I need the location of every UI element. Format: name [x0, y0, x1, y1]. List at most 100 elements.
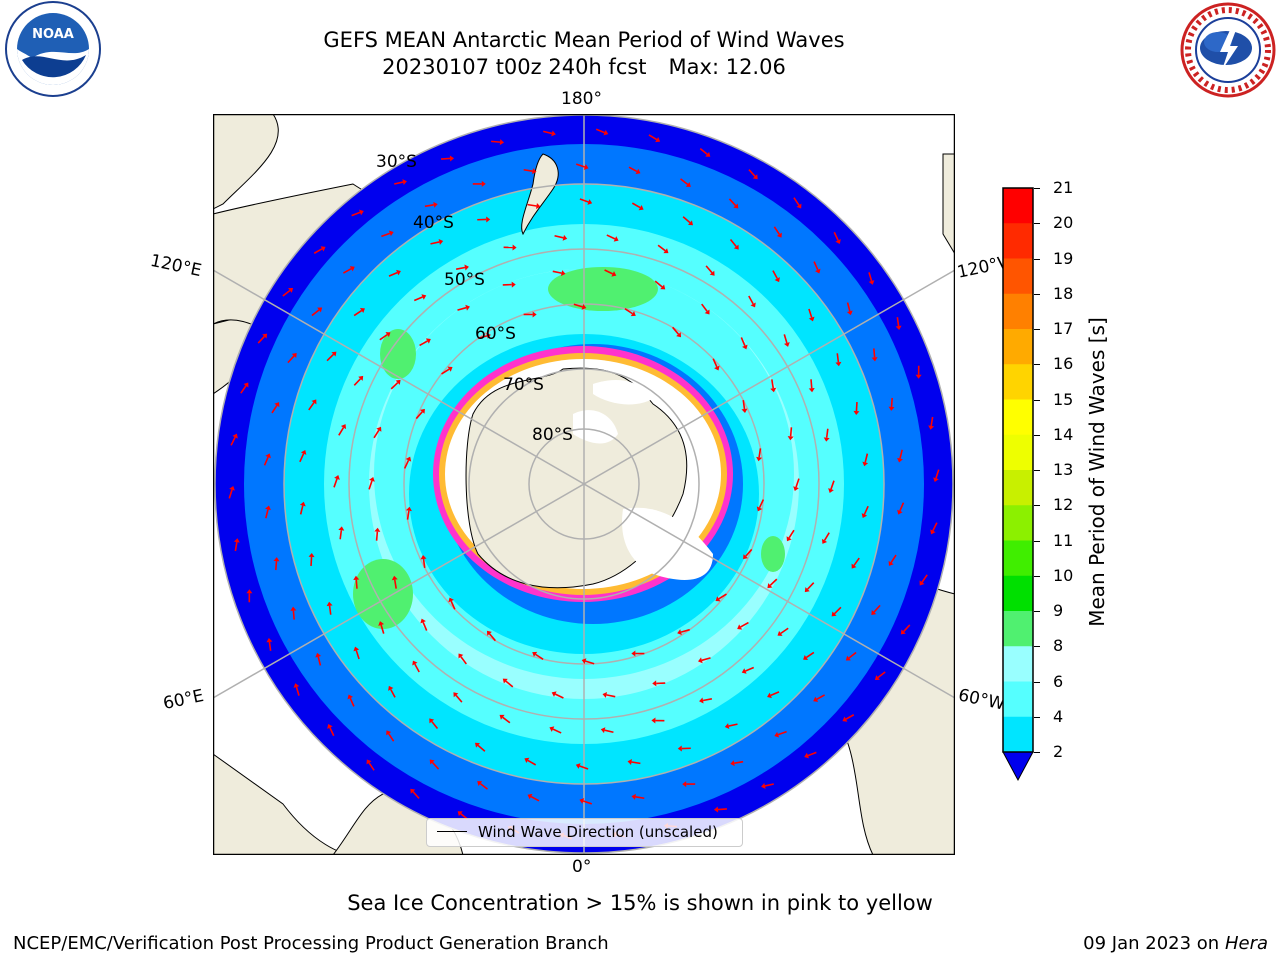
wind-arrow-head [477, 781, 483, 786]
wind-arrow-head [581, 304, 587, 310]
wind-arrow-head [274, 402, 280, 408]
wind-arrow [729, 239, 737, 248]
colorbar-tick-label: 15 [1053, 389, 1074, 409]
lon-label-60w: 60°W [956, 685, 1007, 715]
wind-arrow-head [581, 658, 587, 664]
wind-arrow [414, 663, 420, 673]
wind-arrow-head [457, 811, 463, 817]
wind-arrow [648, 134, 658, 141]
wind-arrow-head [524, 757, 530, 763]
colorbar-band [1003, 716, 1033, 753]
wind-arrow [240, 385, 247, 394]
wind-arrow [728, 723, 738, 727]
wind-arrow [680, 628, 690, 633]
wind-arrow [745, 548, 753, 557]
wind-arrow-head [682, 781, 687, 788]
colorbar-tick-label: 11 [1053, 530, 1074, 550]
wind-arrow-head [366, 759, 372, 765]
wind-arrow [728, 198, 737, 207]
wind-arrow [628, 166, 638, 173]
wind-arrow-head [299, 501, 306, 507]
wind-arrow-head [449, 155, 455, 162]
wind-arrow-head [660, 284, 666, 290]
wind-arrow-head [266, 637, 273, 643]
lat-label-30s: 30°S [376, 152, 417, 172]
colorbar-band [1003, 540, 1033, 577]
chart-subtitle: 20230107 t00z 240h fcst Max: 12.06 [0, 55, 1168, 79]
wind-arrow-head [688, 220, 694, 226]
wind-arrow-head [835, 361, 842, 367]
wind-arrow-head [713, 806, 719, 813]
lat-label-40s: 40°S [413, 213, 454, 233]
wind-arrow-head [831, 611, 837, 617]
wind-arrow-head [704, 309, 710, 315]
wind-arrow [740, 337, 746, 347]
wind-arrow [770, 691, 780, 697]
wind-arrow-head [677, 629, 682, 636]
wind-arrow-head [353, 575, 360, 580]
wind-arrow-head [447, 366, 453, 372]
wind-arrow-head [583, 164, 589, 170]
wind-arrow [575, 163, 586, 168]
wind-arrow [604, 269, 614, 275]
wind-arrow-head [243, 382, 249, 388]
wind-arrow-head [741, 408, 748, 413]
wind-arrow [450, 600, 456, 610]
wind-arrow-head [315, 652, 322, 658]
wind-arrow [422, 621, 428, 631]
wind-arrow-head [705, 151, 711, 157]
wind-arrow-head [631, 650, 636, 657]
wind-arrow-head [429, 718, 435, 724]
footer-date-text: 09 Jan 2023 on [1083, 933, 1220, 954]
wind-arrow [527, 203, 537, 207]
wind-arrow [783, 334, 788, 344]
wind-arrow [899, 502, 905, 512]
wind-arrow [422, 558, 426, 568]
wind-arrow-head [326, 601, 333, 607]
wind-arrow-head [861, 513, 868, 519]
wind-arrow-head [804, 587, 810, 593]
colorbar-band [1003, 399, 1033, 436]
wind-arrow-head [741, 668, 747, 674]
wind-arrow [478, 335, 488, 340]
wind-arrow [338, 427, 345, 436]
wind-arrow [554, 234, 564, 239]
wind-arrows [228, 128, 940, 840]
wind-arrow [351, 211, 361, 217]
wind-arrow [355, 650, 360, 660]
wind-arrow [635, 796, 645, 800]
wind-arrow-head [828, 488, 834, 493]
wind-arrow [702, 698, 713, 702]
wind-arrow [624, 308, 633, 315]
wind-arrow [745, 666, 755, 672]
land-australia-sw [213, 114, 279, 210]
wind-arrow [853, 557, 860, 566]
wind-arrow-head [349, 266, 355, 272]
wind-arrow-head [499, 714, 505, 720]
wind-arrow [368, 762, 375, 771]
wind-arrow-head [846, 310, 853, 316]
wind-arrow [353, 378, 362, 386]
colorbar-tick-label: 16 [1053, 354, 1074, 374]
wind-arrow-head [823, 437, 830, 442]
wind-arrow-head [458, 653, 464, 659]
wind-arrow-head [464, 264, 469, 271]
wind-arrow-head [742, 344, 748, 350]
wind-arrow [552, 270, 562, 274]
wind-arrow-head [733, 244, 739, 250]
wind-arrow-head [421, 294, 427, 300]
lon-label-120e: 120°E [148, 250, 204, 282]
wind-arrow [807, 751, 817, 757]
wind-arrow-head [385, 332, 391, 338]
footer-host: Hera [1224, 933, 1268, 954]
wind-arrow [701, 657, 711, 662]
wind-arrow-head [888, 406, 895, 411]
wind-arrow-head [730, 760, 735, 767]
colorbar-tick [1034, 434, 1040, 436]
wind-arrow-head [358, 209, 364, 216]
wind-arrow-head [402, 179, 407, 185]
wind-arrow [699, 147, 708, 155]
wind-arrow-head [897, 509, 903, 515]
wind-arrow [654, 280, 663, 288]
colorbar-tick-label: 20 [1053, 213, 1074, 233]
